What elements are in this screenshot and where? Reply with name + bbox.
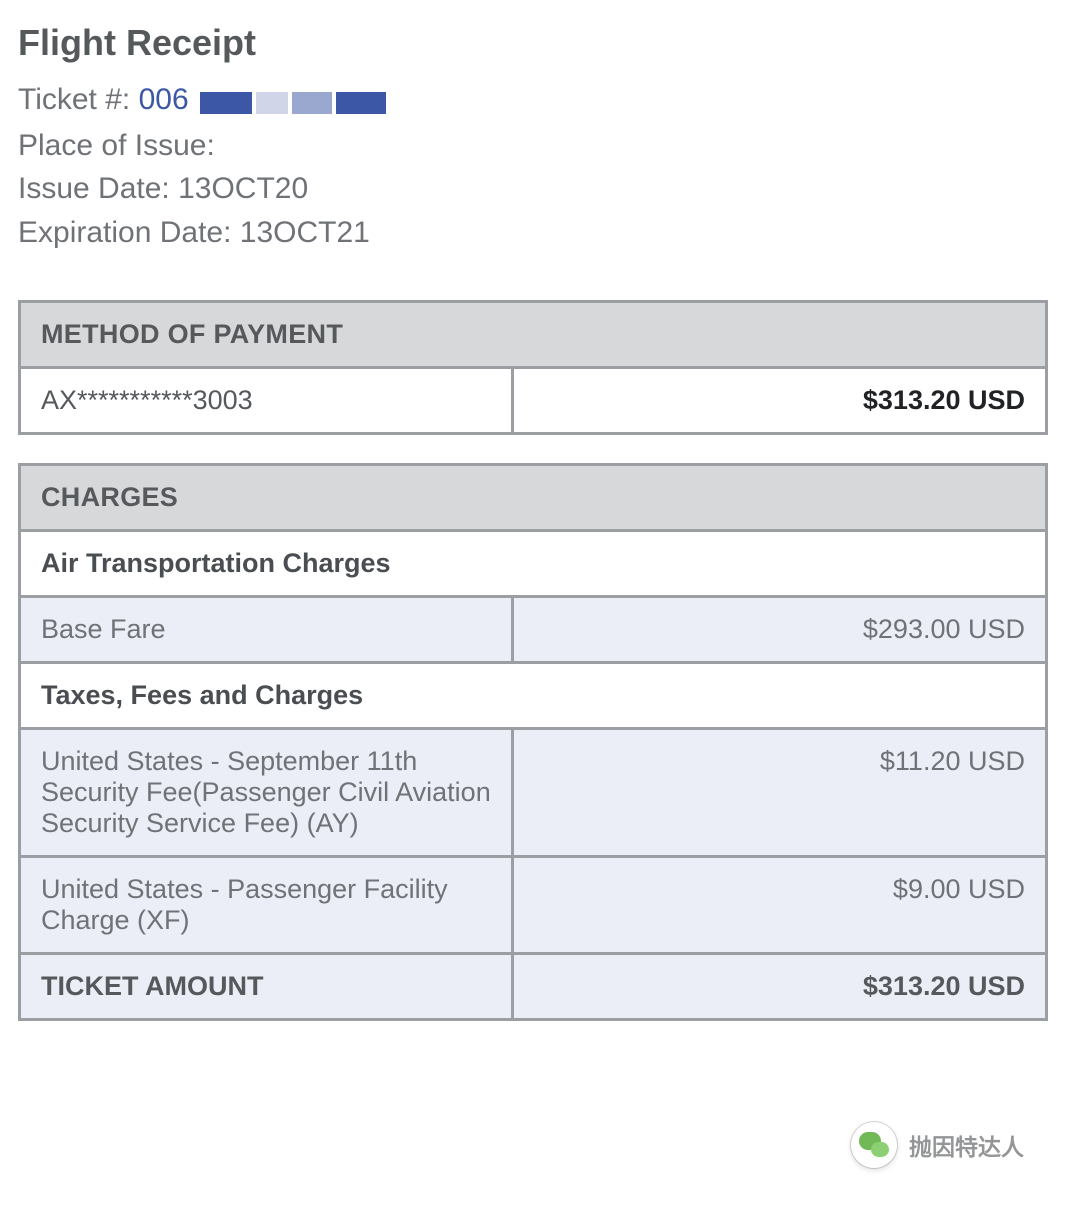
receipt-meta: Ticket #: 006 Place of Issue: Issue Date… <box>18 78 1048 254</box>
wechat-share-text: 抛因特达人 <box>909 1128 1024 1162</box>
taxes-subhead: Taxes, Fees and Charges <box>20 663 1047 729</box>
payment-table: METHOD OF PAYMENT AX***********3003 $313… <box>18 300 1048 435</box>
tax-value: $9.00 USD <box>512 857 1046 954</box>
payment-row: AX***********3003 $313.20 USD <box>20 368 1047 434</box>
tax-row: United States - September 11th Security … <box>20 729 1047 857</box>
expire-label: Expiration Date: <box>18 216 231 249</box>
tax-label: United States - Passenger Facility Charg… <box>20 857 513 954</box>
issue-value: 13OCT20 <box>178 172 308 205</box>
tax-label: United States - September 11th Security … <box>20 729 513 857</box>
expire-value: 13OCT21 <box>240 216 370 249</box>
ticket-label: Ticket #: <box>18 83 130 116</box>
base-fare-label: Base Fare <box>20 597 513 663</box>
expire-line: Expiration Date: 13OCT21 <box>18 211 1048 255</box>
charges-header: CHARGES <box>20 465 1047 531</box>
page-title: Flight Receipt <box>18 22 1048 64</box>
base-fare-row: Base Fare $293.00 USD <box>20 597 1047 663</box>
issue-label: Issue Date: <box>18 172 170 205</box>
tax-row: United States - Passenger Facility Charg… <box>20 857 1047 954</box>
charges-table: CHARGES Air Transportation Charges Base … <box>18 463 1048 1021</box>
air-charges-subhead: Air Transportation Charges <box>20 531 1047 597</box>
wechat-share-watermark: 抛因特达人 <box>851 1122 1024 1168</box>
wechat-icon <box>851 1122 897 1168</box>
issue-line: Issue Date: 13OCT20 <box>18 167 1048 211</box>
payment-header: METHOD OF PAYMENT <box>20 302 1047 368</box>
tax-value: $11.20 USD <box>512 729 1046 857</box>
place-label: Place of Issue: <box>18 129 215 162</box>
ticket-number-redacted <box>200 80 390 124</box>
base-fare-value: $293.00 USD <box>512 597 1046 663</box>
ticket-amount-label: TICKET AMOUNT <box>20 954 513 1020</box>
ticket-amount-row: TICKET AMOUNT $313.20 USD <box>20 954 1047 1020</box>
payment-card: AX***********3003 <box>20 368 513 434</box>
ticket-line: Ticket #: 006 <box>18 78 1048 124</box>
place-line: Place of Issue: <box>18 124 1048 168</box>
payment-amount: $313.20 USD <box>512 368 1046 434</box>
ticket-amount-value: $313.20 USD <box>512 954 1046 1020</box>
ticket-number: 006 <box>139 83 189 116</box>
